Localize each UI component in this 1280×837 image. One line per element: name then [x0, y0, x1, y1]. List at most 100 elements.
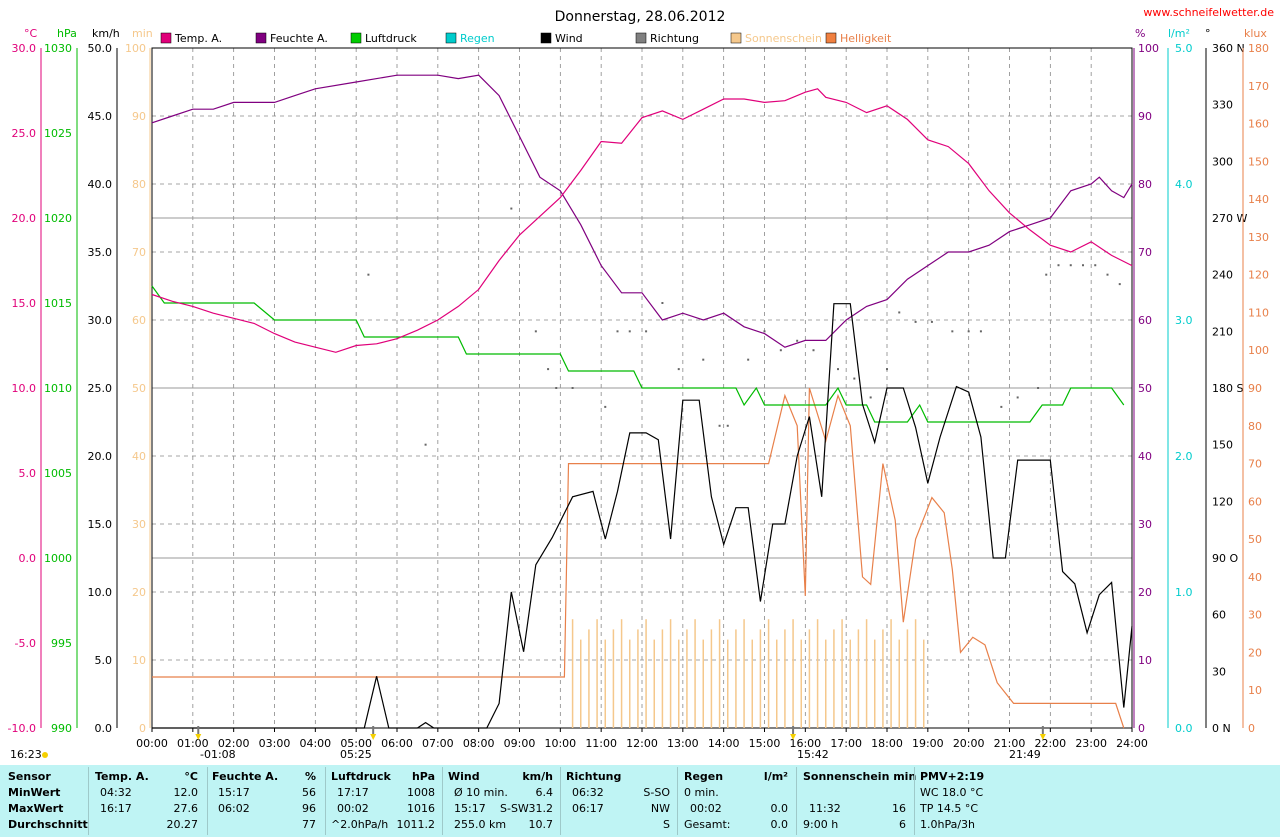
tick-label-dir: 0 N	[1212, 722, 1231, 735]
legend-label: Helligkeit	[840, 32, 892, 45]
dir-min-time: 06:32	[572, 786, 604, 799]
x-tick-label: 07:00	[422, 737, 454, 750]
wind-head: Wind	[448, 770, 480, 783]
rain-head: Regen	[684, 770, 724, 783]
tick-label-bright: 70	[1248, 458, 1262, 471]
tick-label-dir: 90 O	[1212, 552, 1238, 565]
wind-avg: 10.7	[528, 818, 554, 831]
tick-label-sun: 30	[132, 518, 146, 531]
tick-label-bright: 170	[1248, 80, 1269, 93]
x-tick-label: 03:00	[259, 737, 291, 750]
pmv-trend: 1.0hPa/3h	[920, 818, 976, 831]
tick-label-dir: 180 S	[1212, 382, 1243, 395]
direction-dot	[1069, 264, 1072, 267]
sunset-label: 21:49	[1009, 748, 1041, 761]
x-tick-label: 14:00	[708, 737, 740, 750]
tick-label-rain: 2.0	[1175, 450, 1193, 463]
tick-label-temp: 10.0	[12, 382, 37, 395]
tick-label-bright: 150	[1248, 155, 1269, 168]
tick-label-hum: 100	[1138, 42, 1159, 55]
direction-dot	[555, 387, 558, 389]
tick-label-press: 1025	[44, 127, 72, 140]
tick-label-bright: 90	[1248, 382, 1262, 395]
direction-dot	[534, 330, 537, 333]
direction-dot	[967, 330, 970, 333]
direction-dot	[930, 320, 933, 323]
stats-row-label: Durchschnitt	[8, 818, 88, 831]
temp-avg: 20.27	[166, 818, 199, 831]
x-tick-label: 09:00	[504, 737, 536, 750]
tick-label-bright: 130	[1248, 231, 1269, 244]
tick-label-temp: 20.0	[12, 212, 37, 225]
chart-title: Donnerstag, 28.06.2012	[555, 9, 726, 25]
tick-label-dir: 300	[1212, 155, 1233, 168]
direction-dot	[796, 339, 799, 342]
tick-label-wind: 20.0	[88, 450, 113, 463]
x-tick-label: 01:00	[177, 737, 209, 750]
temp-max-time: 16:17	[100, 802, 132, 815]
tick-label-temp: -5.0	[15, 637, 36, 650]
direction-dot	[645, 330, 648, 333]
hum-min: 56	[302, 786, 316, 799]
temp-unit: °C	[184, 770, 198, 783]
hum-head: Feuchte A.	[212, 770, 279, 783]
tick-label-temp: -10.0	[8, 722, 36, 735]
tick-label-bright: 180	[1248, 42, 1269, 55]
axis-title-temp: °C	[24, 27, 38, 40]
dir-max-time: 06:17	[572, 802, 604, 815]
direction-dot	[1016, 396, 1019, 399]
axis-title-dir: °	[1205, 27, 1211, 40]
tick-label-hum: 60	[1138, 314, 1152, 327]
direction-dot	[951, 330, 954, 333]
x-tick-label: 02:00	[218, 737, 250, 750]
legend-label: Sonnenschein	[745, 32, 822, 45]
tick-label-wind: 5.0	[95, 654, 113, 667]
tick-label-wind: 10.0	[88, 586, 113, 599]
tick-label-dir: 270 W	[1212, 212, 1247, 225]
sun-icon	[42, 752, 48, 758]
wind-distance: 255.0 km	[454, 818, 507, 831]
x-tick-label: 19:00	[912, 737, 944, 750]
tick-label-bright: 80	[1248, 420, 1262, 433]
direction-dot	[779, 349, 782, 352]
tick-label-dir: 150	[1212, 439, 1233, 452]
axis-title-press: hPa	[57, 27, 77, 40]
tick-label-bright: 40	[1248, 571, 1262, 584]
weather-chart: Donnerstag, 28.06.2012 www.schneifelwette…	[8, 6, 1275, 761]
tick-label-bright: 100	[1248, 344, 1269, 357]
tick-label-hum: 0	[1138, 722, 1145, 735]
wind-max-time: 15:17	[454, 802, 486, 815]
legend-label: Wind	[555, 32, 583, 45]
rain-unit: l/m²	[763, 770, 788, 783]
x-tick-label: 23:00	[1075, 737, 1107, 750]
tick-label-dir: 30	[1212, 665, 1226, 678]
tick-label-sun: 90	[132, 110, 146, 123]
direction-dot	[702, 358, 705, 361]
tick-label-press: 1015	[44, 297, 72, 310]
direction-dot	[898, 311, 901, 314]
stats-row-label: Sensor	[8, 770, 51, 783]
legend-swatch	[825, 32, 837, 44]
x-tick-label: 18:00	[871, 737, 903, 750]
dir-min: S-SO	[643, 786, 670, 799]
tick-label-temp: 25.0	[12, 127, 37, 140]
x-tick-label: 15:00	[749, 737, 781, 750]
hum-unit: %	[304, 770, 316, 783]
x-tick-label: 10:00	[544, 737, 576, 750]
direction-dot	[718, 424, 721, 427]
axis-title-rain: l/m²	[1168, 27, 1190, 40]
hum-max-time: 06:02	[218, 802, 250, 815]
site-url: www.schneifelwetter.de	[1143, 6, 1274, 19]
legend-swatch	[540, 32, 552, 44]
direction-dot	[661, 302, 664, 304]
left-time-label: 16:23	[10, 748, 42, 761]
x-tick-label: 05:00	[340, 737, 372, 750]
tick-label-dir: 330	[1212, 99, 1233, 112]
direction-dot	[747, 358, 750, 361]
direction-dot	[886, 368, 888, 371]
direction-dot	[510, 207, 513, 210]
tick-label-sun: 50	[132, 382, 146, 395]
stats-row-label: MinWert	[8, 786, 61, 799]
tick-label-temp: 15.0	[12, 297, 37, 310]
press-min: 1008	[407, 786, 435, 799]
